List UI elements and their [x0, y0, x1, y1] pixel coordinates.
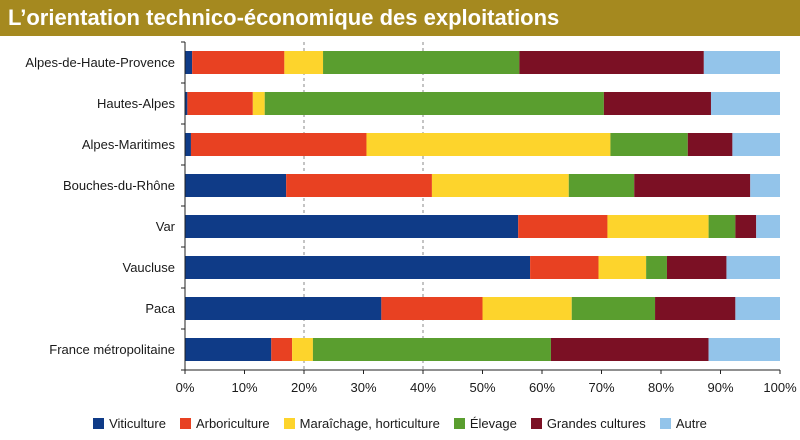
bar-segment — [687, 133, 733, 156]
category-label: Alpes-Maritimes — [82, 137, 176, 152]
bar-segment — [750, 174, 780, 197]
title-bar: L’orientation technico-économique des ex… — [0, 0, 800, 36]
x-tick-label: 70% — [588, 380, 614, 395]
x-tick-label: 20% — [291, 380, 317, 395]
x-tick-label: 40% — [410, 380, 436, 395]
bar-segment — [192, 51, 285, 74]
bar-segment — [185, 338, 272, 361]
category-label: Paca — [145, 301, 175, 316]
bar-segment — [655, 297, 736, 320]
legend-swatch — [283, 417, 295, 429]
x-tick-label: 100% — [763, 380, 797, 395]
bar-segment — [185, 92, 188, 115]
bar-segment — [286, 174, 432, 197]
x-tick-label: 80% — [648, 380, 674, 395]
x-tick-label: 60% — [529, 380, 555, 395]
legend-label: Grandes cultures — [546, 415, 646, 431]
bar-segment — [185, 256, 531, 279]
x-tick-label: 30% — [350, 380, 376, 395]
bar-segment — [185, 51, 193, 74]
x-tick-label: 50% — [469, 380, 495, 395]
bar-segment — [568, 174, 635, 197]
stacked-bar-chart: Alpes-de-Haute-Provence Hautes-Alpes Alpes… — [25, 41, 797, 395]
bar-segment — [271, 338, 293, 361]
bar-segment — [323, 51, 520, 74]
legend-swatch — [179, 417, 191, 429]
bar-segment — [381, 297, 483, 320]
legend-item: Maraîchage, horticulture — [283, 415, 440, 431]
category-label: Var — [156, 219, 176, 234]
bar-segment — [185, 215, 519, 238]
bar-segment — [482, 297, 572, 320]
legend-label: Arboriculture — [195, 415, 270, 431]
bar-segment — [666, 256, 727, 279]
legend-label: Élevage — [469, 415, 517, 431]
legend-item: Arboriculture — [179, 415, 270, 431]
legend-label: Maraîchage, horticulture — [299, 415, 440, 431]
bar-segment — [312, 338, 551, 361]
bar-segment — [187, 92, 253, 115]
bar-segment — [708, 215, 736, 238]
bar-segment — [756, 215, 780, 238]
x-tick-label: 90% — [707, 380, 733, 395]
category-label: Hautes-Alpes — [97, 96, 176, 111]
bar-segment — [610, 133, 688, 156]
bar-segment — [598, 256, 647, 279]
bar-segment — [735, 215, 757, 238]
category-label: Bouches-du-Rhône — [63, 178, 175, 193]
bar-segment — [431, 174, 569, 197]
bar-segment — [292, 338, 313, 361]
bar-segment — [708, 338, 780, 361]
bar-segment — [519, 51, 704, 74]
bar-segment — [185, 174, 287, 197]
bar-segment — [518, 215, 608, 238]
category-label: France métropolitaine — [49, 342, 175, 357]
bar-segment — [190, 133, 367, 156]
bar-segment — [732, 133, 780, 156]
chart-legend: Viticulture Arboriculture Maraîchage, hort… — [0, 408, 800, 438]
legend-label: Viticulture — [109, 415, 166, 431]
bar-segment — [603, 92, 711, 115]
bar-segment — [185, 133, 191, 156]
legend-item: Autre — [659, 415, 707, 431]
x-tick-label: 10% — [231, 380, 257, 395]
bar-segment — [252, 92, 265, 115]
bar-segment — [607, 215, 709, 238]
page-title: L’orientation technico-économique des ex… — [8, 5, 560, 30]
bar-segment — [366, 133, 611, 156]
legend-item: Viticulture — [93, 416, 166, 431]
bar-segment — [726, 256, 780, 279]
legend-swatch — [530, 417, 542, 429]
bar-segment — [735, 297, 780, 320]
legend-swatch — [659, 417, 671, 429]
bar-segment — [550, 338, 709, 361]
bar-segment — [571, 297, 656, 320]
bar-segment — [530, 256, 599, 279]
legend-label: Autre — [675, 415, 707, 431]
bar-segment — [646, 256, 667, 279]
category-label: Vaucluse — [122, 260, 175, 275]
bar-segment — [284, 51, 324, 74]
legend-item: Élevage — [453, 415, 517, 431]
bar-segment — [264, 92, 604, 115]
bar-segment — [634, 174, 751, 197]
category-label: Alpes-de-Haute-Provence — [25, 55, 175, 70]
bar-segment — [185, 297, 382, 320]
x-tick-label: 0% — [176, 380, 195, 395]
legend-swatch — [453, 417, 465, 429]
legend-item: Grandes cultures — [530, 415, 646, 431]
bar-segment — [710, 92, 780, 115]
bar-segment — [703, 51, 780, 74]
legend-swatch — [93, 417, 105, 429]
